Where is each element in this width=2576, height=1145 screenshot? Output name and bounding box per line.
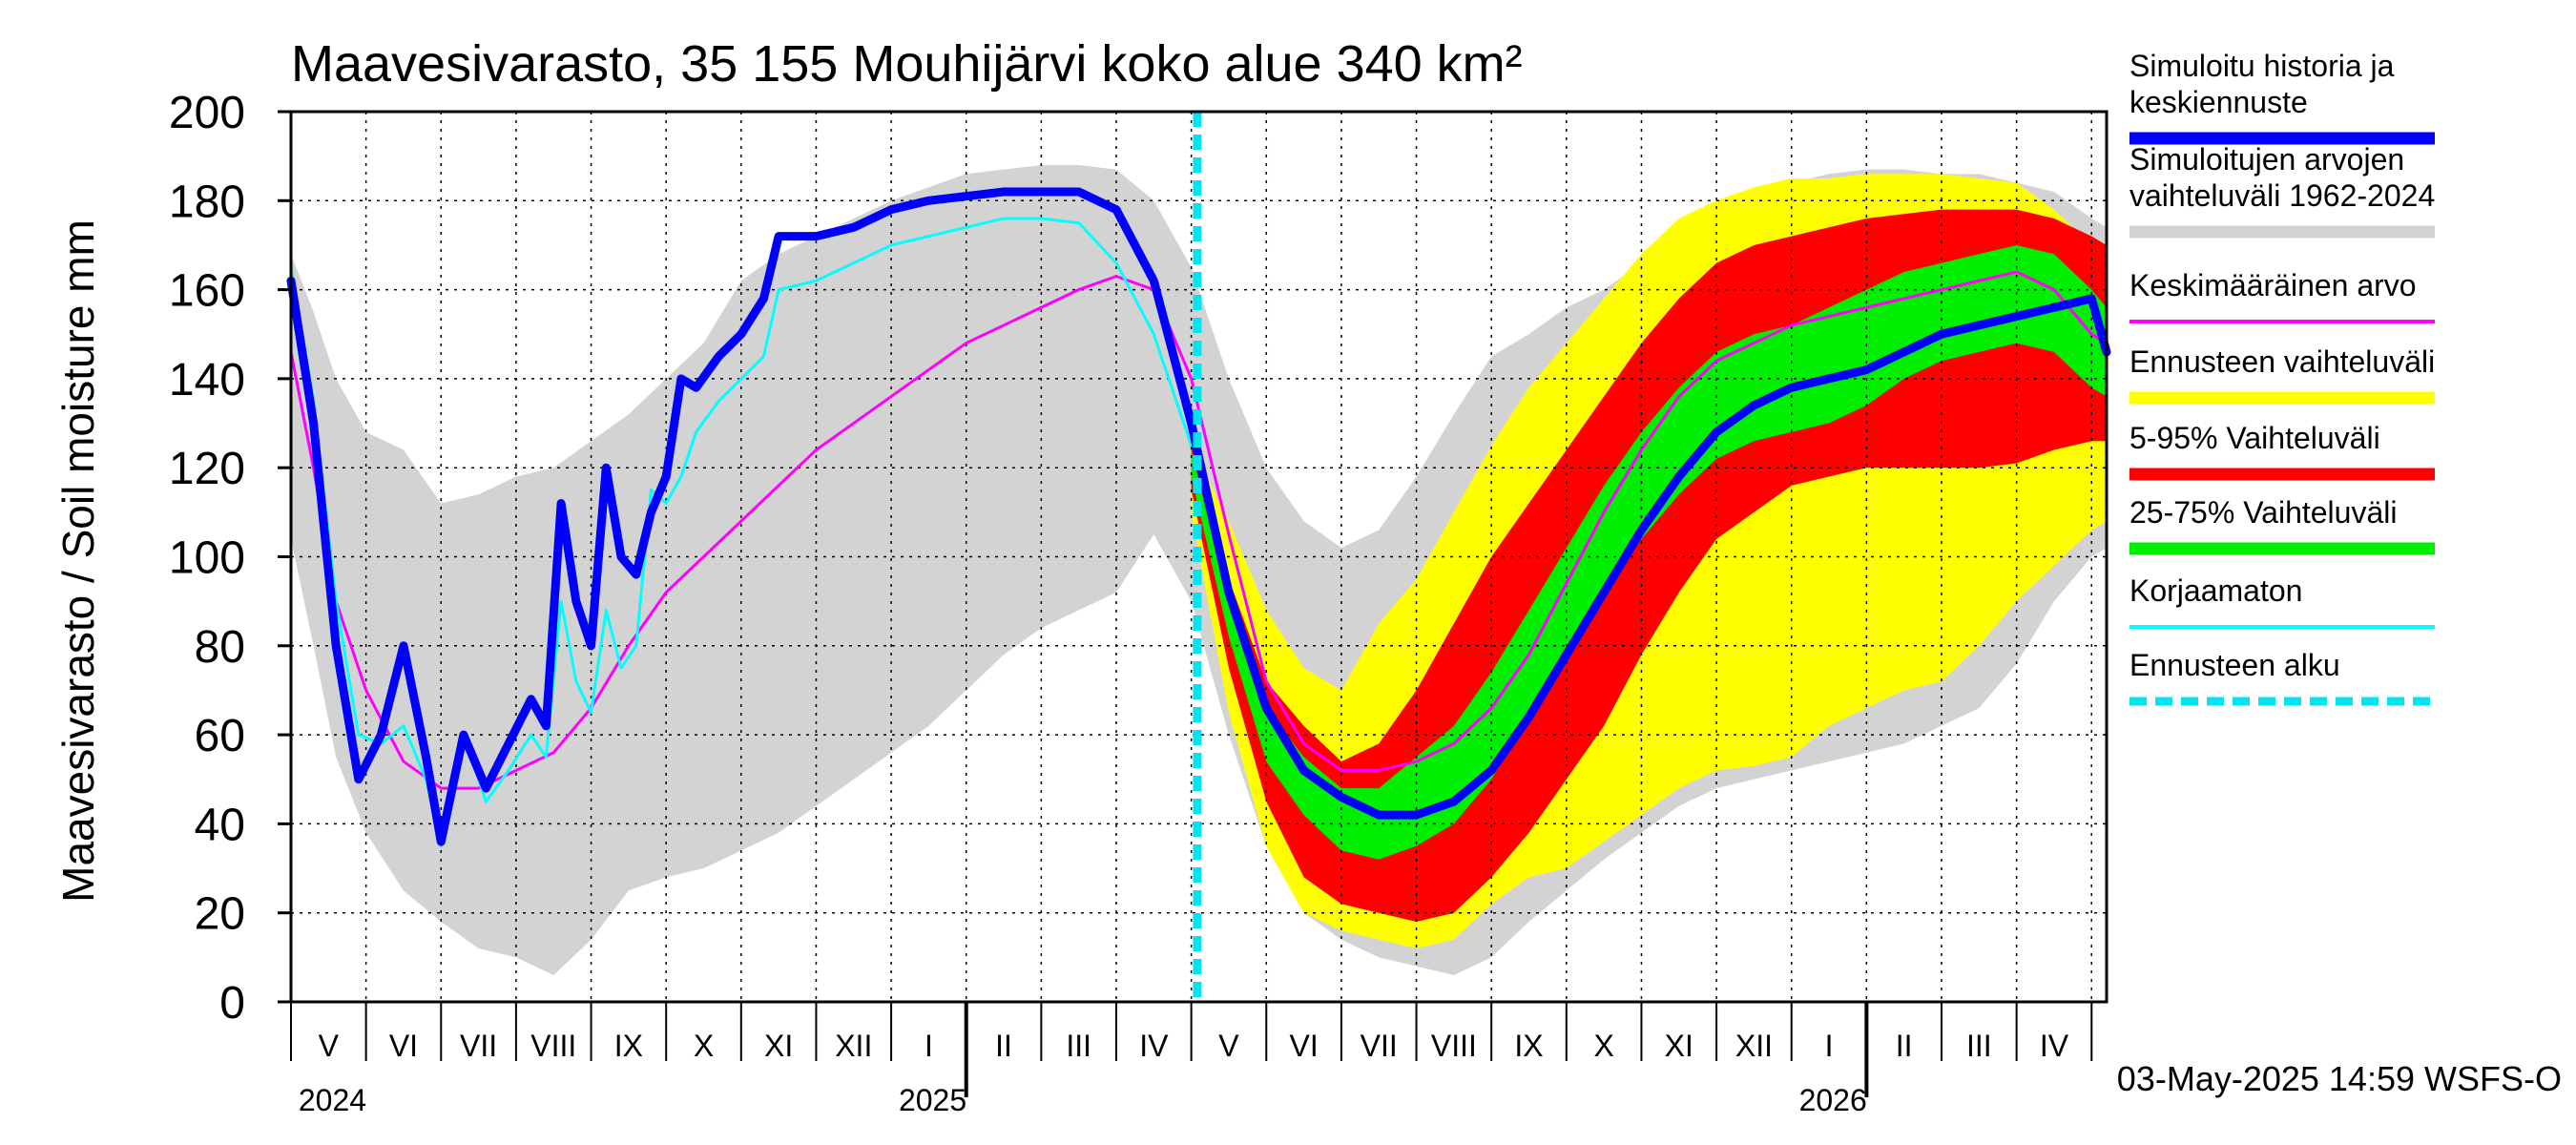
x-year-label-2024: 2024: [299, 1083, 366, 1117]
x-month-label-4: IX: [614, 1029, 643, 1063]
y-tick-label-20: 20: [195, 889, 245, 940]
x-month-label-23: IV: [2040, 1029, 2069, 1063]
y-tick-label-140: 140: [169, 355, 245, 406]
legend-label-keskimaarainen-arvo: Keskimääräinen arvo: [2129, 268, 2417, 302]
x-month-label-17: X: [1593, 1029, 1613, 1063]
x-month-label-15: VIII: [1431, 1029, 1477, 1063]
legend-label-simuloitujen-arvojen-vaihteluvali-1962-2024: Simuloitujen arvojen: [2129, 142, 2404, 177]
y-tick-label-40: 40: [195, 800, 245, 850]
x-month-label-12: V: [1218, 1029, 1239, 1063]
x-month-label-8: I: [924, 1029, 933, 1063]
x-month-label-16: IX: [1514, 1029, 1543, 1063]
legend-label-ennusteen-vaihteluvali: Ennusteen vaihteluväli: [2129, 344, 2435, 379]
legend-label-korjaamaton: Korjaamaton: [2129, 573, 2302, 608]
legend-label-5-95-vaihteluvali: 5-95% Vaihteluväli: [2129, 421, 2380, 455]
y-tick-label-120: 120: [169, 444, 245, 494]
legend-label-simuloitu-historia-ja-keskiennuste: Simuloitu historia ja: [2129, 49, 2395, 83]
x-month-label-7: XII: [835, 1029, 872, 1063]
y-axis: 0 20 40 60 80 100 120 140 160 180 200: [169, 88, 291, 1029]
legend-label-ennusteen-alku: Ennusteen alku: [2129, 648, 2340, 682]
x-month-label-1: VI: [389, 1029, 418, 1063]
series-keskimaarainen-arvo: [289, 270, 2109, 790]
x-month-label-9: II: [995, 1029, 1012, 1063]
y-tick-label-160: 160: [169, 266, 245, 317]
x-month-label-22: III: [1966, 1029, 1992, 1063]
chart-title: Maavesivarasto, 35 155 Mouhijärvi koko a…: [291, 35, 1523, 93]
grid-layer: [291, 112, 2107, 1002]
y-tick-label-0: 0: [219, 978, 245, 1029]
x-month-label-14: VII: [1361, 1029, 1398, 1063]
x-year-label-2026: 2026: [1799, 1083, 1867, 1117]
y-tick-label-200: 200: [169, 88, 245, 138]
x-month-label-6: XI: [764, 1029, 793, 1063]
x-month-label-5: X: [694, 1029, 714, 1063]
band-25-75-vaihteluvali: [1191, 244, 2107, 860]
legend-label-simuloitu-historia-ja-keskiennuste-line2: keskiennuste: [2129, 85, 2308, 119]
x-axis: V VI VII VIII IX X XI XII I II III IV V VI VII VIII IX X X…: [290, 1002, 2093, 1117]
line-layer: [286, 187, 2111, 848]
legend-label-simuloitujen-arvojen-vaihteluvali-1962-2024-line2: vaihteluväli 1962-2024: [2129, 178, 2435, 213]
x-month-label-21: II: [1896, 1029, 1913, 1063]
series-simuloitu-historia-ja-keskiennuste: [286, 187, 2111, 846]
x-month-label-2: VII: [460, 1029, 497, 1063]
y-tick-label-80: 80: [195, 622, 245, 673]
x-month-label-13: VI: [1289, 1029, 1318, 1063]
y-tick-label-60: 60: [195, 711, 245, 761]
y-tick-label-100: 100: [169, 533, 245, 584]
x-month-label-0: V: [319, 1029, 340, 1063]
x-month-label-18: XI: [1665, 1029, 1693, 1063]
timestamp-footer: 03-May-2025 14:59 WSFS-O: [2117, 1059, 2562, 1098]
x-month-label-20: I: [1825, 1029, 1834, 1063]
x-year-label-2025: 2025: [899, 1083, 966, 1117]
x-month-label-10: III: [1066, 1029, 1091, 1063]
x-month-label-19: XII: [1735, 1029, 1773, 1063]
x-month-label-11: IV: [1139, 1029, 1169, 1063]
legend-label-25-75-vaihteluvali: 25-75% Vaihteluväli: [2129, 495, 2397, 530]
y-axis-label: Maavesivarasto / Soil moisture mm: [53, 219, 103, 903]
x-month-label-3: VIII: [530, 1029, 576, 1063]
y-tick-label-180: 180: [169, 177, 245, 227]
